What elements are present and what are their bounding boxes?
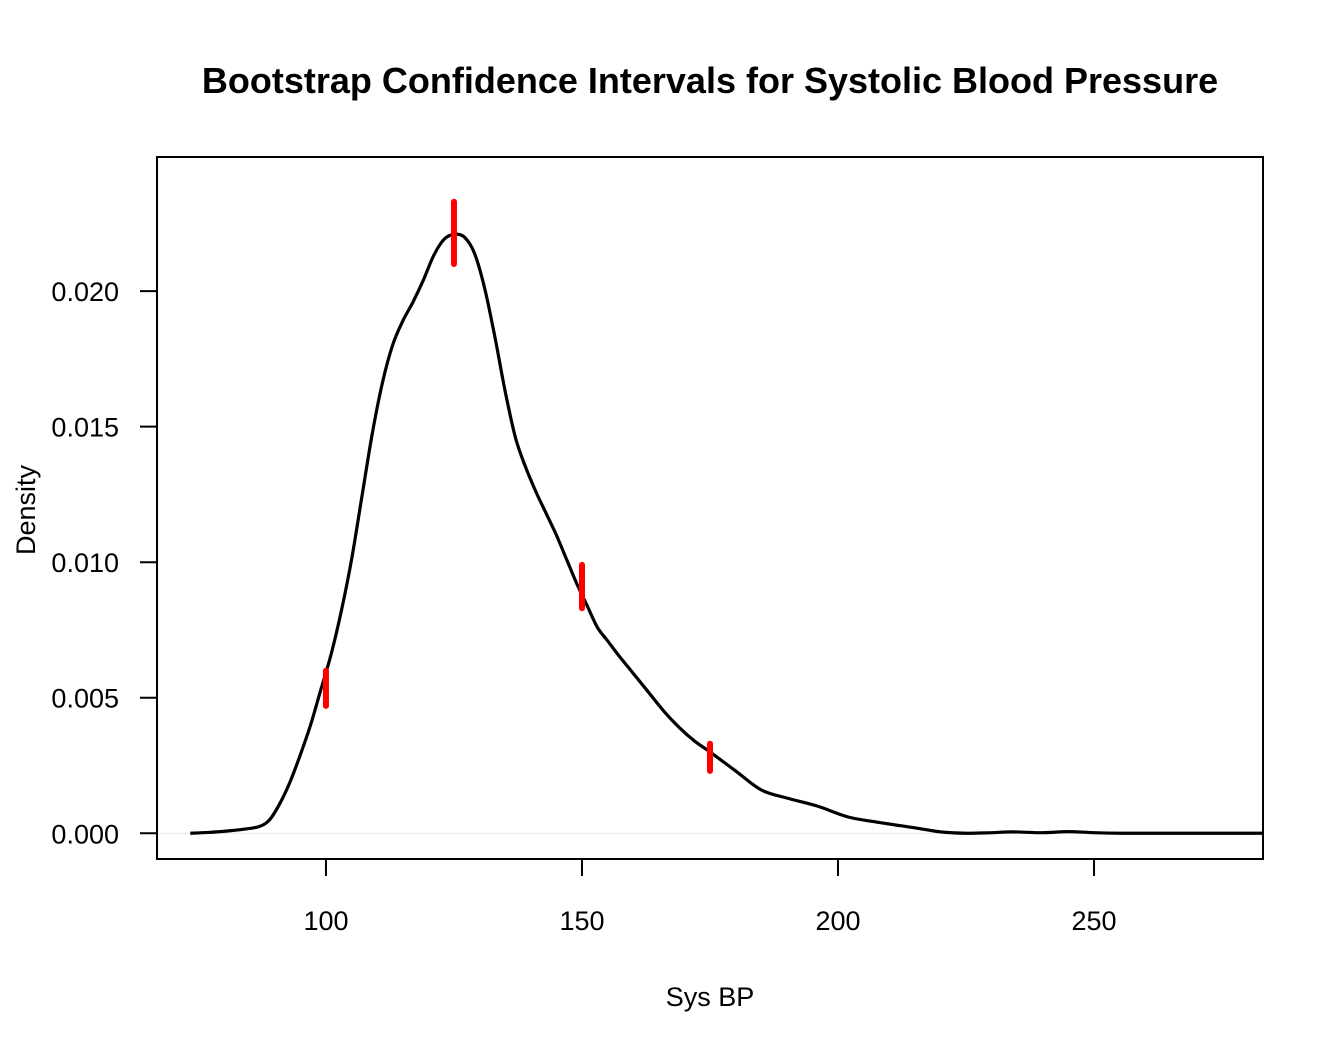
- x-tick-label-150: 150: [559, 906, 604, 936]
- x-tick-label-200: 200: [815, 906, 860, 936]
- chart-title: Bootstrap Confidence Intervals for Systo…: [202, 60, 1218, 101]
- y-tick-label-3: 0.015: [51, 413, 119, 443]
- y-tick-label-0: 0.000: [51, 819, 119, 849]
- x-axis-label: Sys BP: [666, 982, 755, 1012]
- y-tick-label-2: 0.010: [51, 548, 119, 578]
- y-tick-label-1: 0.005: [51, 684, 119, 714]
- x-tick-label-100: 100: [303, 906, 348, 936]
- density-curve-0: [190, 232, 1263, 835]
- x-tick-label-250: 250: [1071, 906, 1116, 936]
- y-tick-label-4: 0.020: [51, 277, 119, 307]
- y-axis-label: Density: [11, 464, 41, 555]
- plot-area: 100 150 200 250 0.000 0.005 0.010 0.015 0.020: [51, 156, 1264, 936]
